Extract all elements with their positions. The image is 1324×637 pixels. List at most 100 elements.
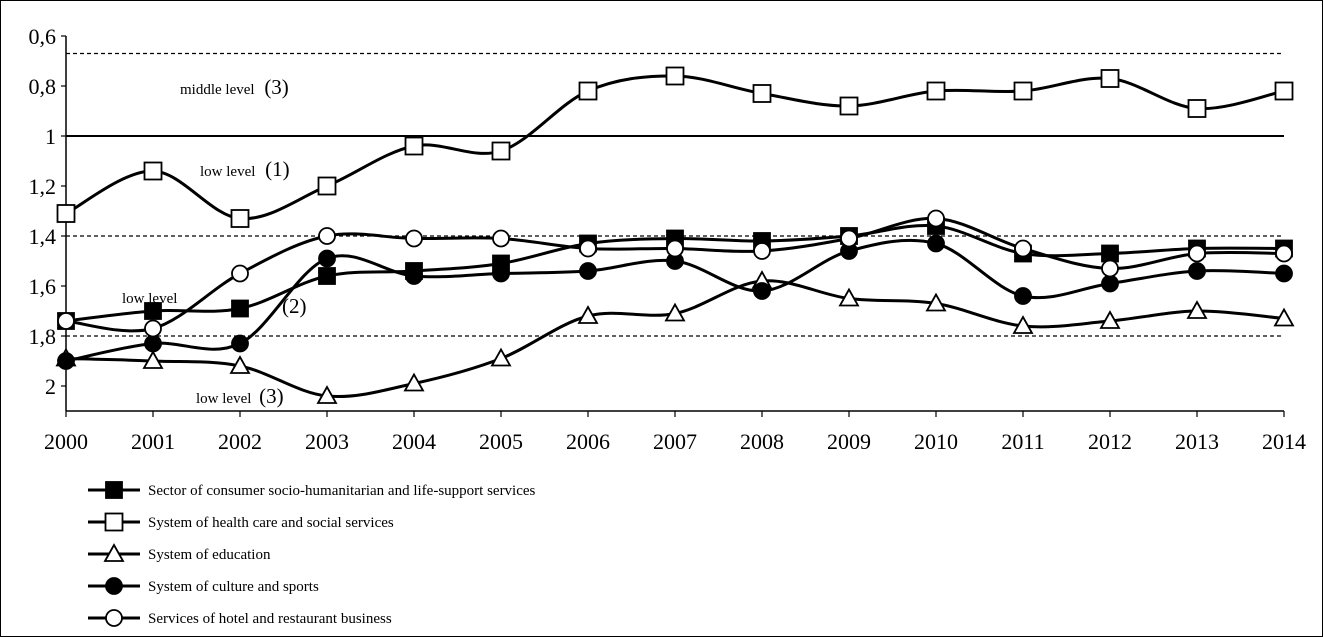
open-triangle-marker (1273, 307, 1295, 327)
filled-circle-marker (753, 282, 771, 300)
axes: 0,6 0,8 1 1,2 1,4 1,6 1,8 2 2000 2001 2002 2003 2004… (29, 24, 1307, 454)
open-triangle-marker (229, 355, 251, 374)
legend-label: Services of hotel and restaurant busines… (148, 611, 392, 627)
legend-label: System of health care and social service… (148, 515, 394, 531)
open-square-marker (56, 204, 76, 223)
open-triangle-marker (838, 287, 860, 307)
y-tick-label: 1 (45, 124, 56, 149)
open-triangle-marker (577, 305, 599, 324)
open-circle-marker (318, 227, 336, 245)
open-circle-marker (57, 312, 75, 330)
y-tick-label: 1,8 (29, 324, 57, 349)
legend-label: Sector of consumer socio-humanitarian an… (148, 483, 536, 499)
y-tick-label: 2 (45, 374, 56, 399)
filled-circle-marker (318, 249, 336, 268)
y-tick-label: 0,8 (29, 74, 57, 99)
legend-open-triangle-marker (103, 543, 125, 562)
filled-circle-marker (144, 334, 162, 353)
open-square-marker (317, 176, 337, 196)
open-circle-marker (492, 229, 510, 248)
legend-open-square-marker (104, 512, 124, 532)
open-triangle-marker (925, 292, 947, 312)
filled-circle-marker (1275, 264, 1293, 283)
x-tick-label: 2003 (305, 429, 349, 454)
open-square-marker (839, 96, 859, 116)
legend-filled-circle-marker (105, 577, 123, 595)
annotation-low-level-2: low level (122, 291, 177, 307)
annotations: middle level (3) low level (1) low level… (122, 75, 307, 408)
x-tick-label: 2008 (740, 429, 784, 454)
open-square-marker (404, 136, 424, 156)
open-circle-marker (231, 264, 249, 283)
open-circle-marker (1014, 239, 1032, 258)
filled-circle-marker (405, 267, 423, 285)
open-triangle-marker (1099, 310, 1121, 329)
annotation-middle-level-3: middle level (3) (180, 75, 289, 99)
open-triangle-marker (316, 385, 338, 404)
filled-circle-marker (492, 264, 510, 283)
x-tick-label: 2004 (392, 429, 436, 454)
open-circle-marker (753, 242, 771, 260)
open-circle-marker (405, 229, 423, 248)
x-tick-label: 2010 (914, 429, 958, 454)
annotation-low-level-1: low level (1) (200, 157, 290, 181)
open-triangle-marker (490, 347, 512, 367)
open-circle-marker (1188, 244, 1206, 263)
open-circle-marker (840, 229, 858, 248)
x-tick-label: 2012 (1088, 429, 1132, 454)
open-square-marker (1100, 69, 1120, 88)
x-tick-label: 2005 (479, 429, 523, 454)
x-tick-label: 2001 (131, 429, 175, 454)
open-triangle-marker (1012, 315, 1034, 334)
legend-label: System of culture and sports (148, 579, 319, 595)
filled-circle-marker (579, 262, 597, 280)
legend-label: System of education (148, 547, 271, 563)
y-tick-label: 1,4 (29, 224, 57, 249)
open-circle-marker (1101, 259, 1119, 278)
legend: Sector of consumer socio-humanitarian an… (88, 481, 536, 627)
y-tick-label: 0,6 (29, 24, 57, 49)
open-square-marker (578, 81, 598, 101)
open-square-marker (143, 161, 163, 181)
y-tick-label: 1,6 (29, 274, 57, 299)
open-square-marker (1013, 81, 1033, 101)
filled-circle-marker (1188, 262, 1206, 280)
x-tick-label: 2011 (1001, 429, 1044, 454)
x-tick-label: 2000 (44, 429, 88, 454)
legend-filled-square-marker (105, 481, 123, 499)
open-circle-marker (927, 209, 945, 228)
filled-circle-marker (231, 334, 249, 353)
filled-square-marker (318, 267, 336, 285)
y-tick-label: 1,2 (29, 174, 57, 199)
x-tick-label: 2013 (1175, 429, 1219, 454)
open-circle-marker (1275, 244, 1293, 263)
open-square-marker (1187, 99, 1207, 118)
x-tick-label: 2007 (653, 429, 697, 454)
filled-square-marker (231, 299, 249, 318)
filled-circle-marker (1101, 274, 1119, 293)
filled-square-marker (144, 302, 162, 320)
filled-circle-marker (1014, 287, 1032, 305)
x-tick-label: 2009 (827, 429, 871, 454)
open-triangle-marker (142, 350, 164, 369)
x-tick-label: 2002 (218, 429, 262, 454)
open-square-marker (665, 66, 685, 86)
open-square-marker (926, 81, 946, 101)
open-triangle-marker (403, 372, 425, 392)
annotation-low-level-3: low level (3) (196, 384, 284, 408)
filled-circle-marker (927, 234, 945, 253)
filled-square-marker (1101, 244, 1119, 263)
open-triangle-marker (664, 302, 686, 322)
open-square-marker (1274, 81, 1294, 101)
open-square-marker (491, 141, 511, 161)
series-markers (55, 66, 1295, 404)
open-square-marker (752, 84, 772, 103)
open-circle-marker (666, 239, 684, 258)
annotation-level-2-number: (2) (282, 294, 307, 318)
legend-open-circle-marker (105, 609, 123, 627)
open-circle-marker (579, 239, 597, 258)
x-tick-label: 2006 (566, 429, 610, 454)
open-square-marker (230, 209, 250, 228)
